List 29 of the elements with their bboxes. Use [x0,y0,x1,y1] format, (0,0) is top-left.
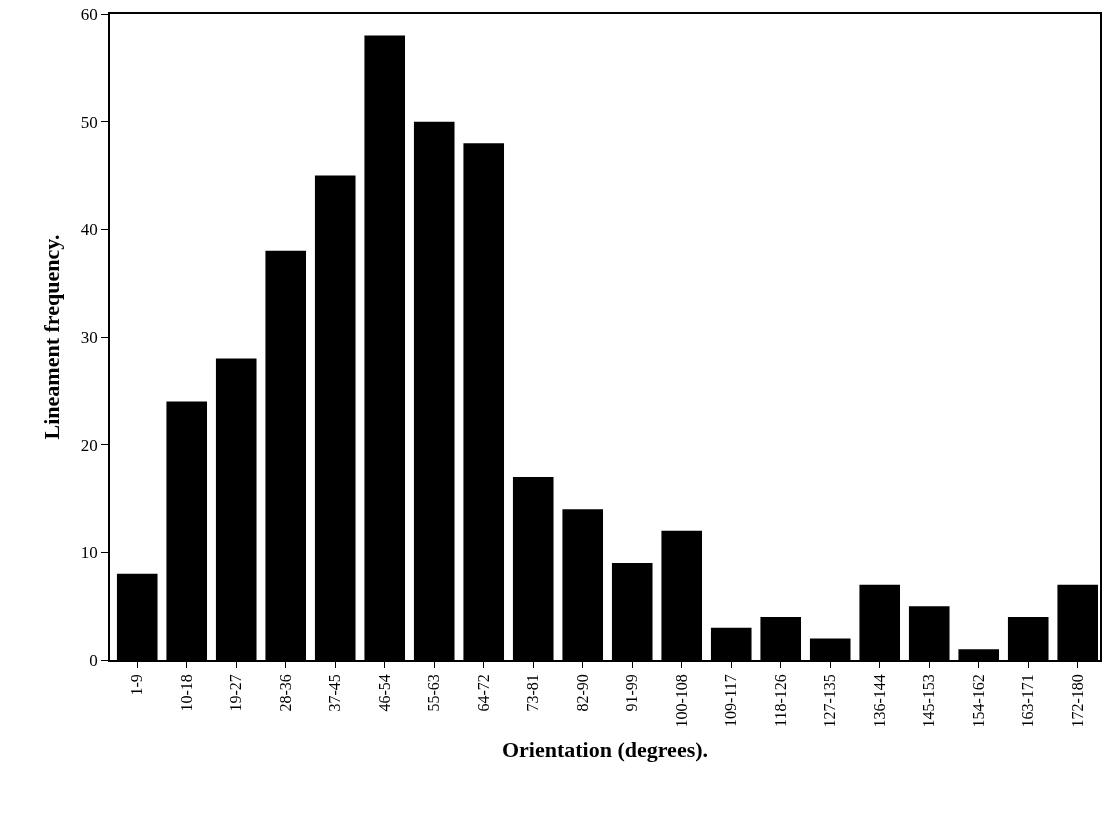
x-tick-label: 19-27 [227,674,245,712]
x-tick-label: 127-135 [821,674,839,728]
y-tick-label: 60 [80,4,98,24]
x-tick-label: 91-99 [623,674,641,712]
x-tick-label: 28-36 [276,674,294,712]
x-tick-label: 154-162 [969,674,987,728]
x-tick-label: 172-180 [1068,674,1086,728]
x-tick-label: 118-126 [771,674,789,727]
y-tick-label: 10 [80,543,98,563]
x-axis-title: Orientation (degrees). [501,736,709,762]
y-tick-label: 40 [80,220,98,240]
x-tick-label: 73-81 [524,674,542,712]
y-tick-label: 30 [80,327,98,347]
x-tick-label: 55-63 [425,674,443,712]
y-tick-label: 50 [80,112,98,132]
y-tick-label: 0 [89,650,98,670]
x-tick-label: 64-72 [474,674,492,712]
x-tick-label: 109-117 [722,674,740,727]
x-tick-label: 145-153 [920,674,938,728]
x-tick-label: 46-54 [375,674,393,712]
x-tick-label: 100-108 [672,674,690,728]
x-tick-label: 10-18 [177,674,195,712]
y-axis-title: Lineament frequency. [39,234,65,440]
y-tick-label: 20 [80,435,98,455]
x-tick-label: 82-90 [573,674,591,712]
x-tick-label: 37-45 [326,674,344,712]
x-tick-label: 1-9 [128,674,146,696]
x-tick-label: 136-144 [870,674,888,728]
x-tick-label: 163-171 [1019,674,1037,728]
